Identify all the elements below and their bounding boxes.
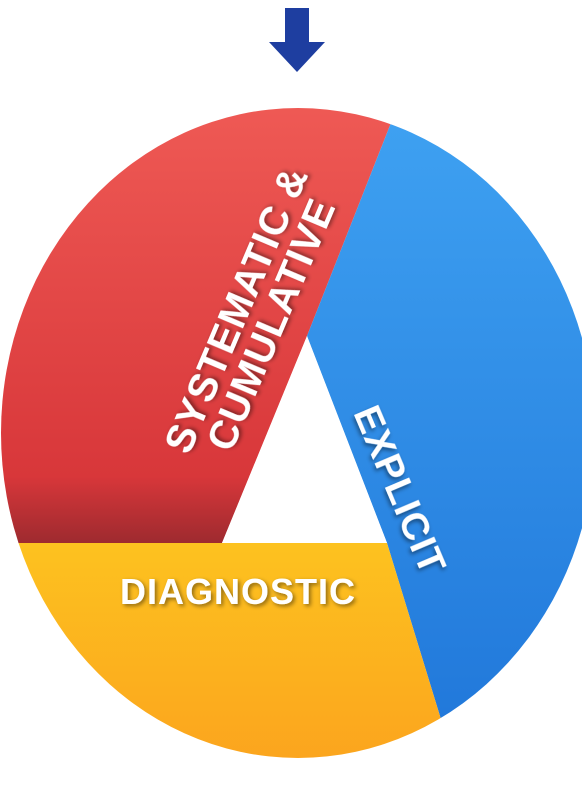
segment-label-diagnostic: DIAGNOSTIC xyxy=(120,571,356,612)
segment-explicit xyxy=(307,108,582,758)
center-triangle xyxy=(222,336,387,543)
segment-systematic-cumulative xyxy=(1,108,400,543)
arrow-down-icon xyxy=(269,8,325,72)
